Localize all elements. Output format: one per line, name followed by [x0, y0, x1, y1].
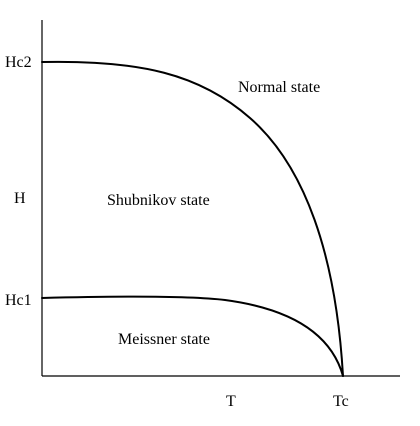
hc1-curve — [41, 295, 344, 377]
tick-label-tc: Tc — [333, 393, 349, 410]
tick-label-hc1: Hc1 — [5, 292, 32, 309]
x-axis-label: T — [226, 393, 236, 410]
hc2-curve — [41, 60, 344, 377]
region-label-meissner: Meissner state — [118, 331, 210, 348]
y-axis-label: H — [14, 190, 26, 207]
region-label-shubnikov: Shubnikov state — [107, 192, 210, 209]
region-label-normal: Normal state — [238, 79, 320, 96]
tick-label-hc2: Hc2 — [5, 54, 32, 71]
